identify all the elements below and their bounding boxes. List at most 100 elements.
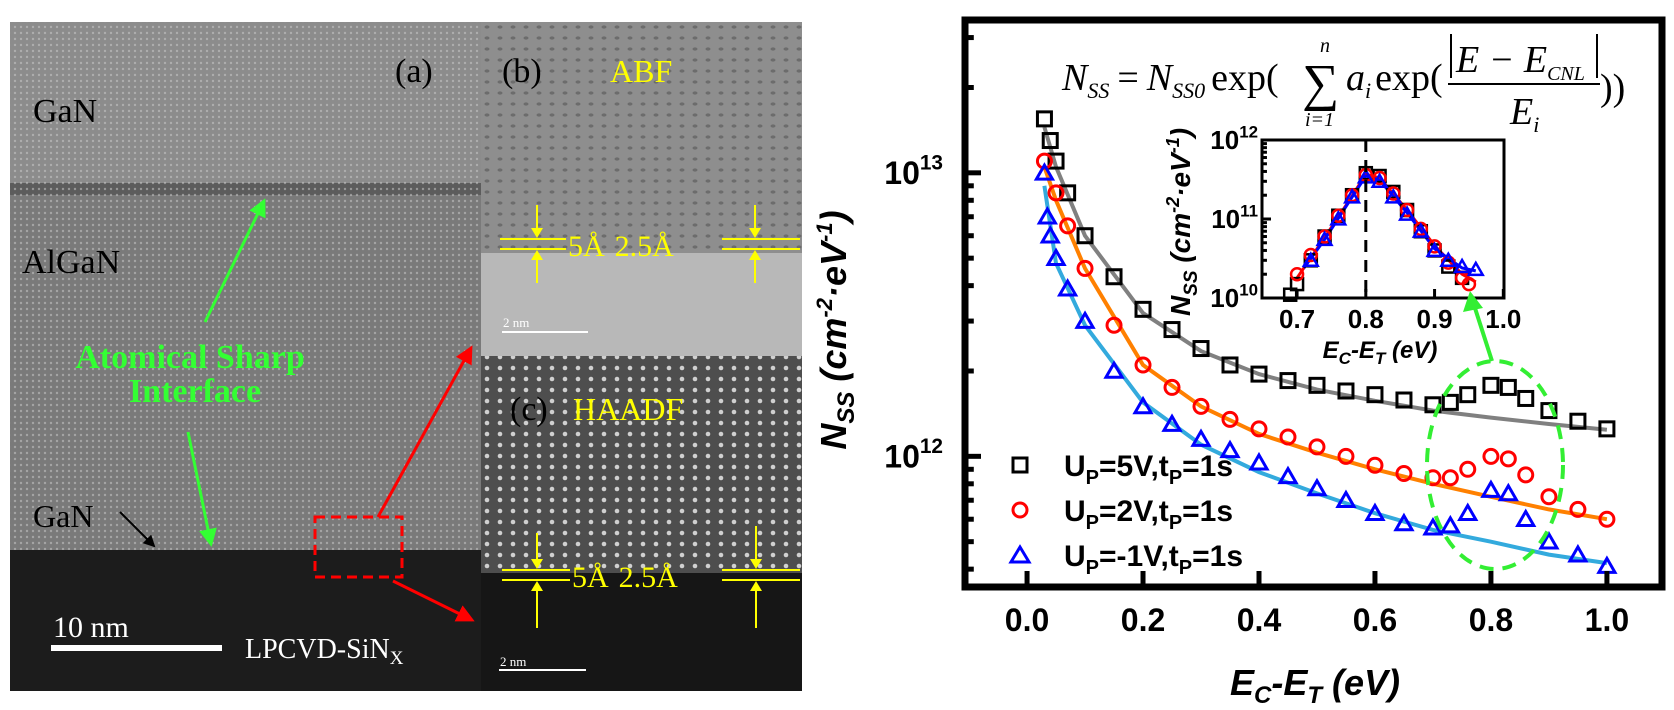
panel-b-label: (b): [502, 53, 542, 90]
data-point-square: [1279, 372, 1297, 390]
data-point-circle: [1192, 397, 1210, 415]
peak-highlight-ellipse: [1425, 359, 1565, 571]
data-point-triangle: [1370, 172, 1389, 188]
data-point-triangle: [1248, 451, 1270, 471]
data-point-square: [1459, 386, 1477, 404]
panel-c-label: (c): [510, 391, 548, 428]
green-arrow-down: [186, 431, 217, 547]
data-point-square: [1517, 389, 1535, 407]
data-point-square: [1395, 391, 1413, 409]
panel-b: (b) ABF 5Å 2.5Å 2 nm: [481, 22, 802, 356]
zoom-region-box: [313, 515, 404, 579]
x-tick-label: 0.8: [1469, 602, 1513, 638]
scale-bar-label-a: 10 nm: [53, 611, 129, 644]
data-point-square: [1337, 382, 1355, 400]
data-point-triangle: [1335, 489, 1357, 509]
data-point-square: [1163, 321, 1181, 339]
substrate-label: LPCVD-SiNX: [245, 634, 404, 669]
legend-circle-icon: [1011, 501, 1029, 519]
data-point-square: [1482, 376, 1500, 394]
data-point-triangle: [1497, 482, 1519, 502]
x-axis-label: EC-ET (eV): [1230, 662, 1400, 709]
scale-bar-label-c: 2 nm: [500, 654, 526, 669]
data-point-circle: [1427, 239, 1442, 254]
data-point-triangle: [1480, 479, 1502, 498]
data-point-circle: [1517, 466, 1535, 484]
panel-a-label: (a): [395, 53, 433, 90]
inset-x-axis-label: EC-ET (eV): [1323, 337, 1438, 368]
x-tick-label: 0.8: [1348, 304, 1384, 334]
x-tick-label: 0.2: [1121, 602, 1165, 638]
data-point-triangle: [1411, 222, 1430, 238]
panel-c: (c) HAADF 5Å 2.5Å 2 nm: [481, 356, 802, 691]
data-point-circle: [1303, 247, 1319, 263]
data-point-circle: [1337, 447, 1355, 465]
data-point-triangle: [1132, 395, 1154, 415]
y-tick-label: 1010: [1210, 280, 1258, 313]
data-point-triangle: [1315, 230, 1334, 247]
data-point-triangle: [1538, 530, 1560, 550]
data-point-circle: [1366, 456, 1384, 474]
svg-text:i=1: i=1: [1305, 109, 1334, 131]
spacing-label-c: 5Å 2.5Å: [572, 561, 678, 594]
data-point-circle: [1163, 378, 1181, 396]
data-point-circle: [1386, 186, 1401, 201]
data-point-triangle: [1277, 465, 1299, 485]
x-tick-label: 0.0: [1005, 602, 1049, 638]
scale-bar-label-b: 2 nm: [503, 315, 529, 330]
data-point-circle: [1598, 510, 1616, 528]
legend-item: UP=2V,tP=1s: [1011, 495, 1233, 534]
data-point-square: [1250, 365, 1268, 383]
legend-label: UP=2V,tP=1s: [1064, 495, 1233, 534]
data-point-circle: [1482, 447, 1500, 465]
data-point-circle: [1399, 202, 1415, 218]
data-point-triangle: [1452, 257, 1472, 274]
data-point-triangle: [1161, 413, 1183, 432]
data-point-circle: [1395, 464, 1413, 482]
data-point-triangle: [1103, 360, 1125, 379]
layer-algan-label: AlGaN: [22, 244, 120, 281]
x-tick-label: 0.6: [1353, 602, 1397, 638]
data-point-circle: [1540, 488, 1558, 506]
black-arrow: [119, 511, 156, 548]
data-point-triangle: [1039, 225, 1061, 244]
fit-line-0: [1042, 126, 1608, 432]
data-point-square: [1105, 268, 1123, 286]
y-tick-label: 1012: [884, 435, 943, 474]
data-point-circle: [1250, 420, 1268, 438]
data-point-square: [1035, 110, 1053, 128]
interface-annotation-line1: Atomical Sharp: [75, 339, 305, 376]
legend-label: UP=5V,tP=1s: [1064, 450, 1233, 489]
data-point-square: [1059, 184, 1077, 202]
data-point-triangle: [1190, 428, 1212, 447]
svg-text:Ei: Ei: [1509, 91, 1539, 137]
data-point-square: [1076, 227, 1094, 245]
data-point-triangle: [1301, 251, 1320, 267]
data-point-triangle: [1306, 477, 1328, 497]
data-point-circle: [1059, 217, 1077, 235]
x-tick-label: 1.0: [1485, 304, 1521, 334]
red-arrow-up: [376, 345, 473, 518]
data-point-square: [1499, 378, 1517, 396]
data-point-circle: [1569, 500, 1587, 518]
spacing-label-b: 5Å 2.5Å: [568, 230, 674, 263]
highlight-arrow: [1472, 304, 1494, 362]
data-point-triangle: [1393, 512, 1415, 532]
legend-square-icon: [1011, 456, 1029, 474]
svg-text:E − ECNL: E − ECNL: [1455, 39, 1585, 85]
svg-text:n: n: [1320, 35, 1330, 57]
data-point-circle: [1441, 469, 1459, 487]
data-point-circle: [1331, 208, 1346, 223]
data-point-square: [1221, 356, 1239, 374]
data-point-triangle: [1567, 543, 1589, 563]
fit-equation: NSS = NSS0 exp( ∑ n i=1 ai exp( E − ECNL Ei …: [1061, 34, 1625, 137]
main-plot-frame: [961, 16, 1666, 591]
data-point-circle: [1459, 460, 1477, 478]
data-point-triangle: [1045, 247, 1067, 266]
x-tick-label: 0.4: [1237, 602, 1282, 638]
x-tick-label: 0.9: [1416, 304, 1452, 334]
data-point-circle: [1221, 410, 1239, 428]
legend-item: UP=5V,tP=1s: [1011, 450, 1233, 489]
data-point-circle: [1047, 184, 1065, 202]
